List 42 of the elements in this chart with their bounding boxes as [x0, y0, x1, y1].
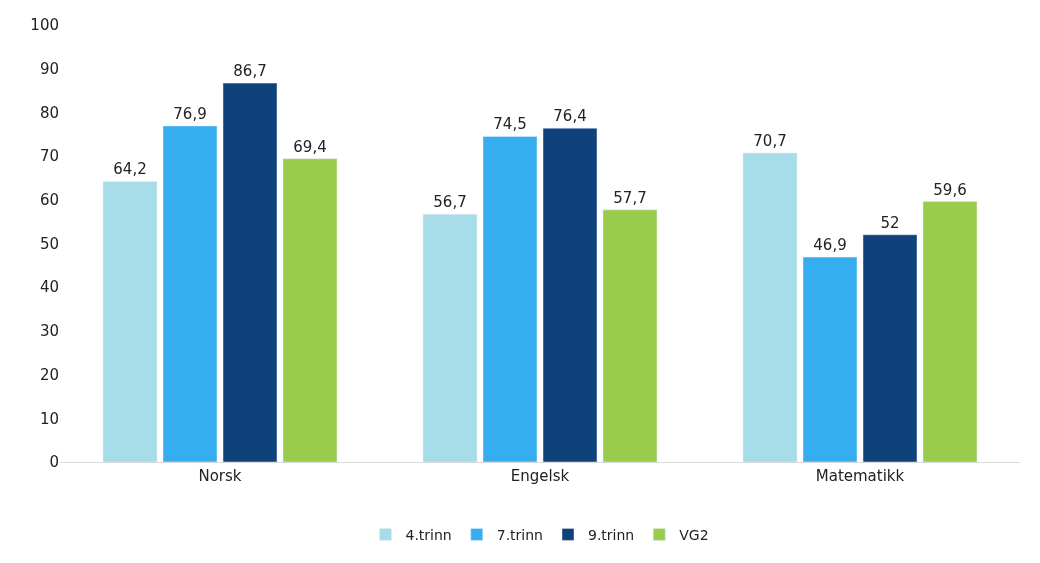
- y-tick-label: 10: [39, 409, 59, 428]
- legend-label: 9.trinn: [588, 526, 635, 543]
- x-tick-label: Engelsk: [510, 467, 570, 485]
- bar: [102, 181, 158, 462]
- y-tick-label: 50: [39, 234, 59, 253]
- bar: [802, 256, 858, 462]
- data-label: 86,7: [233, 62, 267, 81]
- data-label: 76,9: [173, 104, 207, 123]
- data-label: 70,7: [753, 132, 787, 151]
- bar: [282, 158, 338, 462]
- legend-label: 7.trinn: [496, 526, 543, 543]
- bar: [542, 127, 598, 462]
- y-tick-label: 30: [39, 322, 59, 341]
- y-tick-label: 0: [49, 453, 59, 472]
- bar: [482, 136, 538, 462]
- bar: [602, 209, 658, 462]
- x-tick-label: Norsk: [198, 467, 242, 485]
- data-label: 46,9: [813, 236, 847, 255]
- data-label: 69,4: [293, 137, 327, 156]
- data-label: 74,5: [493, 115, 527, 134]
- bar: [922, 201, 978, 462]
- y-tick-label: 100: [30, 16, 59, 35]
- y-tick-label: 70: [39, 147, 59, 166]
- bar: [862, 234, 918, 462]
- data-label: 59,6: [933, 180, 967, 199]
- bar: [222, 82, 278, 462]
- y-tick-label: 60: [39, 191, 59, 210]
- data-label: 52: [880, 213, 900, 232]
- bar: [742, 152, 798, 462]
- legend-label: VG2: [679, 526, 709, 543]
- y-tick-label: 20: [39, 365, 59, 384]
- legend-label: 4.trinn: [405, 526, 452, 543]
- y-tick-label: 90: [39, 59, 59, 78]
- data-label: 76,4: [553, 107, 587, 126]
- y-tick-label: 40: [39, 278, 59, 297]
- bar: [422, 213, 478, 462]
- data-label: 57,7: [613, 188, 647, 207]
- data-label: 64,2: [113, 160, 147, 179]
- data-label: 56,7: [433, 193, 467, 212]
- bar: [162, 125, 218, 462]
- x-tick-label: Matematikk: [815, 467, 905, 485]
- y-tick-label: 80: [39, 103, 59, 122]
